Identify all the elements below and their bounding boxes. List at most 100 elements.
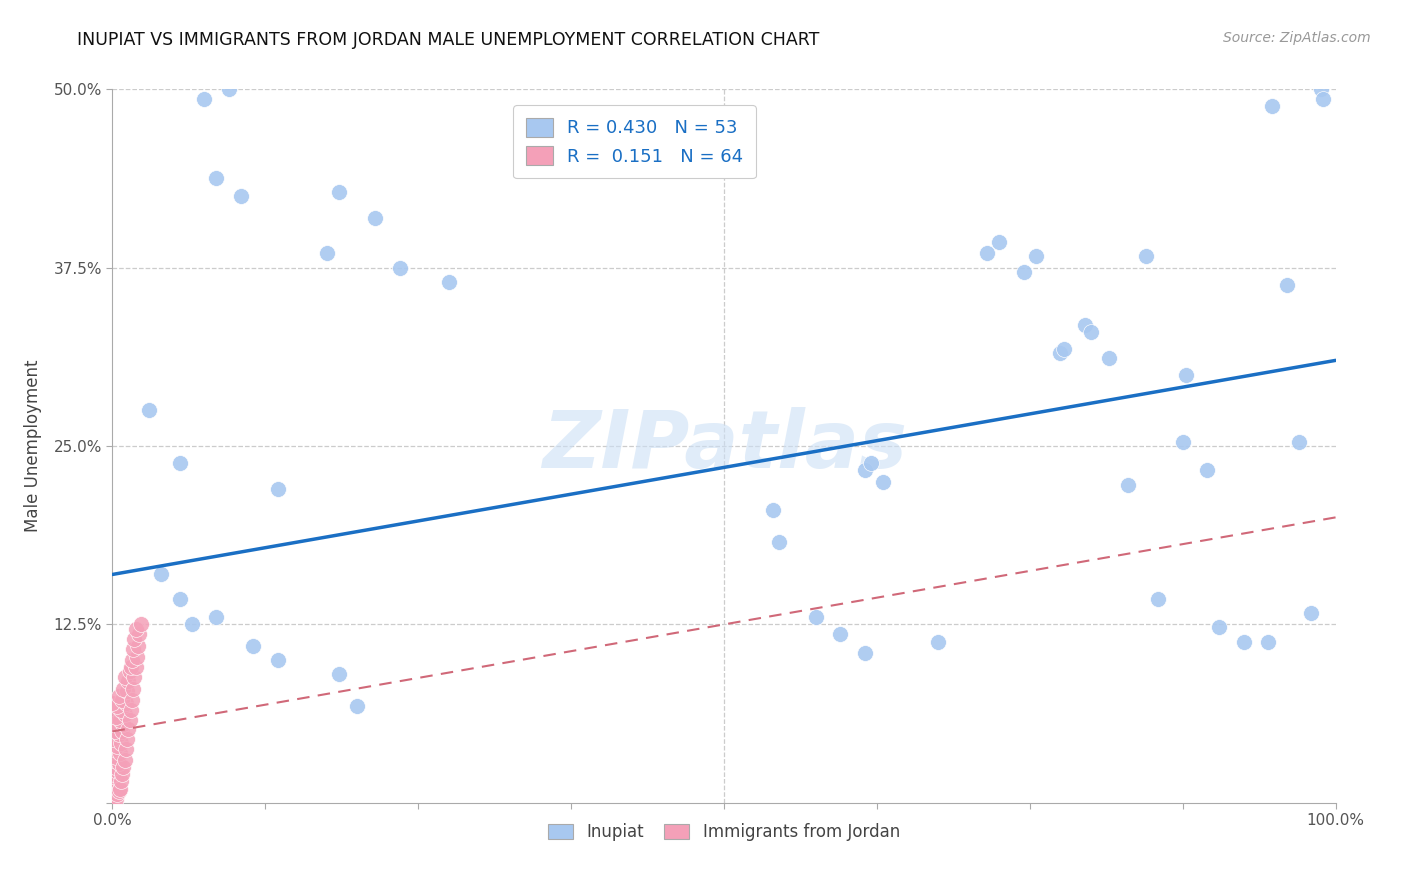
- Point: [104, 724, 127, 739]
- Point: [122, 681, 145, 696]
- Point: [229, 189, 252, 203]
- Point: [1288, 434, 1310, 449]
- Point: [762, 503, 785, 517]
- Point: [110, 774, 132, 789]
- Point: [205, 610, 228, 624]
- Point: [129, 617, 152, 632]
- Point: [1310, 82, 1333, 96]
- Point: [114, 707, 136, 722]
- Point: [1171, 434, 1194, 449]
- Point: [346, 698, 368, 713]
- Point: [1197, 463, 1219, 477]
- Point: [101, 753, 124, 767]
- Point: [1312, 92, 1334, 106]
- Point: [104, 760, 127, 774]
- Point: [768, 534, 790, 549]
- Point: [124, 632, 146, 646]
- Point: [1275, 277, 1298, 292]
- Point: [105, 787, 128, 801]
- Point: [1261, 99, 1284, 113]
- Point: [853, 646, 876, 660]
- Point: [101, 717, 124, 731]
- Point: [804, 610, 827, 624]
- Point: [127, 639, 149, 653]
- Point: [105, 710, 128, 724]
- Point: [927, 634, 949, 648]
- Point: [103, 741, 125, 756]
- Point: [101, 784, 124, 798]
- Point: [121, 653, 143, 667]
- Point: [112, 760, 135, 774]
- Point: [101, 796, 124, 810]
- Point: [103, 781, 125, 796]
- Point: [328, 185, 350, 199]
- Point: [114, 670, 136, 684]
- Point: [101, 731, 124, 746]
- Point: [110, 703, 132, 717]
- Point: [110, 736, 132, 750]
- Point: [169, 456, 191, 470]
- Point: [117, 722, 139, 736]
- Point: [1147, 591, 1170, 606]
- Point: [122, 641, 145, 656]
- Point: [872, 475, 894, 489]
- Point: [169, 591, 191, 606]
- Point: [125, 660, 148, 674]
- Point: [1049, 346, 1071, 360]
- Point: [107, 727, 129, 741]
- Point: [112, 717, 135, 731]
- Point: [120, 660, 142, 674]
- Legend: Inupiat, Immigrants from Jordan: Inupiat, Immigrants from Jordan: [541, 817, 907, 848]
- Point: [1257, 634, 1279, 648]
- Point: [112, 681, 135, 696]
- Point: [108, 746, 131, 760]
- Point: [1175, 368, 1198, 382]
- Point: [266, 482, 288, 496]
- Point: [115, 684, 138, 698]
- Point: [108, 713, 131, 727]
- Point: [105, 764, 128, 779]
- Point: [104, 789, 127, 803]
- Point: [138, 403, 160, 417]
- Point: [193, 92, 215, 106]
- Point: [125, 622, 148, 636]
- Text: ZIPatlas: ZIPatlas: [541, 407, 907, 485]
- Point: [107, 689, 129, 703]
- Point: [105, 739, 128, 753]
- Point: [242, 639, 264, 653]
- Point: [315, 246, 337, 260]
- Point: [830, 627, 852, 641]
- Point: [105, 770, 128, 784]
- Point: [108, 781, 131, 796]
- Point: [181, 617, 204, 632]
- Point: [105, 750, 128, 764]
- Point: [111, 724, 134, 739]
- Point: [364, 211, 387, 225]
- Point: [121, 693, 143, 707]
- Point: [988, 235, 1011, 249]
- Point: [118, 713, 141, 727]
- Point: [104, 779, 127, 793]
- Point: [853, 463, 876, 477]
- Point: [103, 767, 125, 781]
- Point: [120, 703, 142, 717]
- Text: Source: ZipAtlas.com: Source: ZipAtlas.com: [1223, 31, 1371, 45]
- Point: [101, 696, 124, 710]
- Point: [115, 696, 138, 710]
- Point: [437, 275, 460, 289]
- Point: [1233, 634, 1256, 648]
- Point: [1116, 477, 1139, 491]
- Point: [107, 756, 129, 770]
- Point: [388, 260, 411, 275]
- Point: [1208, 620, 1230, 634]
- Point: [205, 170, 228, 185]
- Text: INUPIAT VS IMMIGRANTS FROM JORDAN MALE UNEMPLOYMENT CORRELATION CHART: INUPIAT VS IMMIGRANTS FROM JORDAN MALE U…: [77, 31, 820, 49]
- Point: [111, 767, 134, 781]
- Point: [328, 667, 350, 681]
- Point: [266, 653, 288, 667]
- Point: [1098, 351, 1121, 365]
- Point: [1135, 249, 1157, 263]
- Point: [105, 791, 128, 805]
- Point: [105, 698, 128, 713]
- Point: [111, 693, 134, 707]
